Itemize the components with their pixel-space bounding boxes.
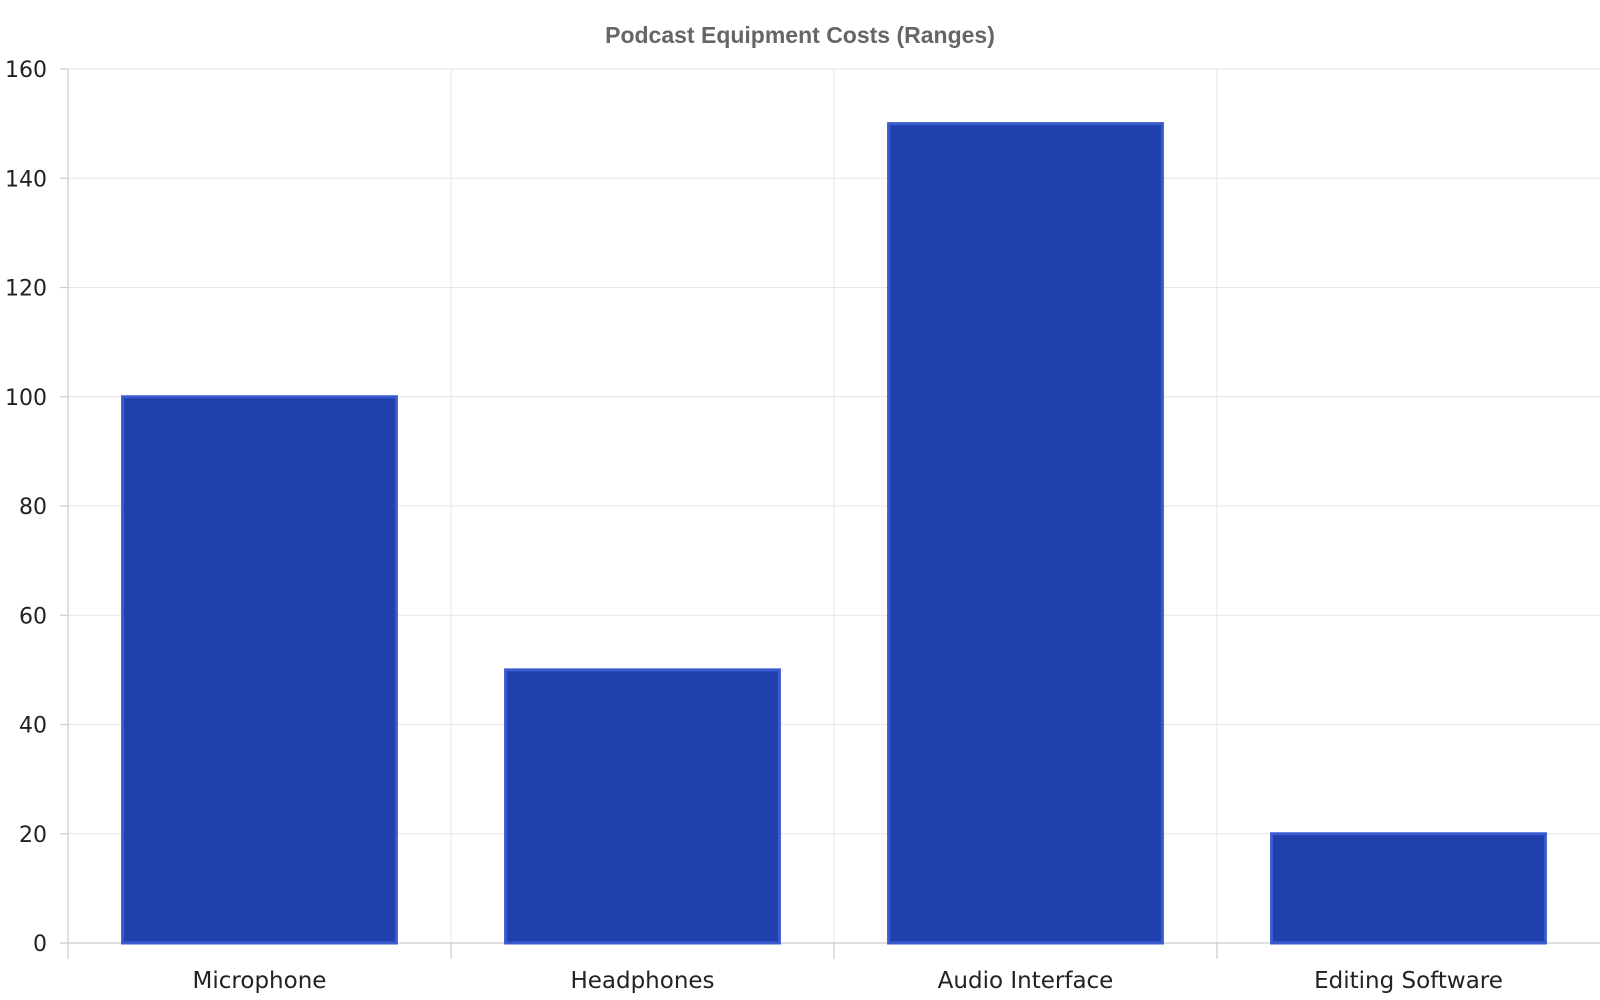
y-tick-label: 80 xyxy=(19,495,47,520)
x-tick-label: Editing Software xyxy=(1314,968,1503,994)
x-tick-label: Microphone xyxy=(193,968,327,994)
y-tick-label: 160 xyxy=(5,58,47,83)
y-tick-label: 20 xyxy=(19,823,47,848)
x-tick-label: Headphones xyxy=(570,968,714,994)
y-tick-label: 0 xyxy=(33,932,47,957)
bars xyxy=(121,122,1547,945)
bar-microphone xyxy=(121,395,398,945)
bar-audio-interface xyxy=(887,122,1164,945)
bar-editing-software xyxy=(1270,832,1547,945)
y-tick-label: 100 xyxy=(5,386,47,411)
y-tick-label: 140 xyxy=(5,167,47,192)
chart-title: Podcast Equipment Costs (Ranges) xyxy=(605,22,995,48)
labels: 0 20 40 60 80 100 120 140 160 Microphone Headphone… xyxy=(5,58,1503,994)
y-tick-label: 60 xyxy=(19,604,47,629)
y-tick-label: 40 xyxy=(19,714,47,739)
y-tick-label: 120 xyxy=(5,277,47,302)
x-tick-label: Audio Interface xyxy=(938,968,1114,994)
bar-headphones xyxy=(504,668,781,945)
